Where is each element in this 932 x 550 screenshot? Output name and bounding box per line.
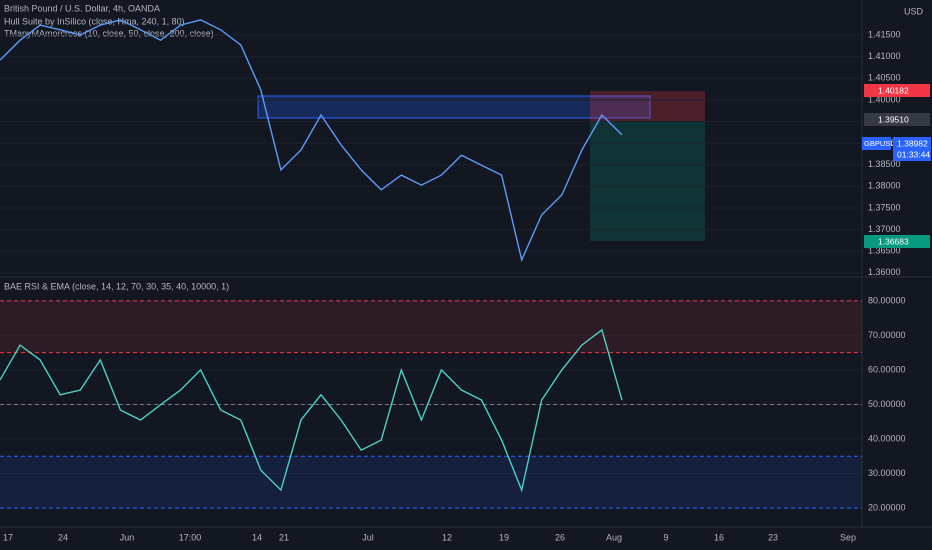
y-tick-label: 1.36500: [868, 246, 901, 256]
y-tick-label: 60.00000: [868, 364, 906, 374]
entry-label: 1.39510: [878, 114, 909, 124]
x-tick-label: 14: [252, 532, 262, 542]
y-tick-label: 1.38000: [868, 181, 901, 191]
x-tick-label: Sep: [840, 532, 856, 542]
y-tick-label: 1.37000: [868, 224, 901, 234]
ticker-bg: [862, 137, 891, 150]
rsi-legend: BAE RSI & EMA (close, 14, 12, 70, 30, 35…: [4, 281, 229, 291]
y-tick-label: 1.36000: [868, 267, 901, 277]
x-tick-label: 19: [499, 532, 509, 542]
x-tick-label: 17:00: [179, 532, 202, 542]
x-tick-label: 26: [555, 532, 565, 542]
stop-label: 1.40182: [878, 85, 909, 95]
x-tick-label: Aug: [606, 532, 622, 542]
level-zone: [0, 300, 862, 353]
y-tick-label: 1.41000: [868, 51, 901, 61]
y-tick-label: 70.00000: [868, 330, 906, 340]
y-tick-label: 40.00000: [868, 433, 906, 443]
entry-label-bg: [864, 113, 930, 126]
target-zone: [590, 121, 705, 241]
ticker: GBPUSD: [864, 139, 896, 148]
y-tick-label: 1.38500: [868, 159, 901, 169]
x-tick-label: 17: [3, 532, 13, 542]
series-line: [0, 328, 623, 493]
symbol-title: British Pound / U.S. Dollar, 4h, OANDA: [4, 3, 160, 13]
y-tick-label: 1.40000: [868, 94, 901, 104]
y-tick-label: 30.00000: [868, 468, 906, 478]
level-zone: [0, 456, 862, 509]
x-tick-label: 24: [58, 532, 68, 542]
indicator-legend: Hull Suite by InSilico (close, Hma, 240,…: [4, 16, 185, 26]
series-line: [0, 19, 623, 263]
x-tick-label: Jun: [120, 532, 135, 542]
price-labels: 1.40182 1.39510 GBPUSD 1.38982 01:33:44 …: [862, 84, 931, 248]
stop-label-bg: [864, 84, 930, 97]
zone-box: [257, 95, 651, 119]
y-tick-label: 80.00000: [868, 295, 906, 305]
x-tick-label: 16: [714, 532, 724, 542]
y-tick-label: 1.37500: [868, 202, 901, 212]
stop-zone: [590, 91, 705, 121]
x-tick-label: 23: [768, 532, 778, 542]
indicator-legend: TManyMAmorcross (10, close, 50, close, 2…: [4, 28, 214, 38]
last-label-bg: [893, 137, 931, 161]
countdown: 01:33:44: [897, 149, 930, 159]
currency: USD: [904, 6, 924, 16]
y-tick-label: 1.40500: [868, 73, 901, 83]
y-tick-label: 1.41500: [868, 29, 901, 39]
last-label: 1.38982: [897, 138, 928, 148]
x-tick-label: 12: [442, 532, 452, 542]
x-tick-label: 9: [663, 532, 668, 542]
target-label: 1.36683: [878, 236, 909, 246]
y-tick-label: 50.00000: [868, 399, 906, 409]
y-tick-label: 20.00000: [868, 502, 906, 512]
target-label-bg: [864, 235, 930, 248]
x-tick-label: 21: [279, 532, 289, 542]
x-tick-label: Jul: [362, 532, 374, 542]
